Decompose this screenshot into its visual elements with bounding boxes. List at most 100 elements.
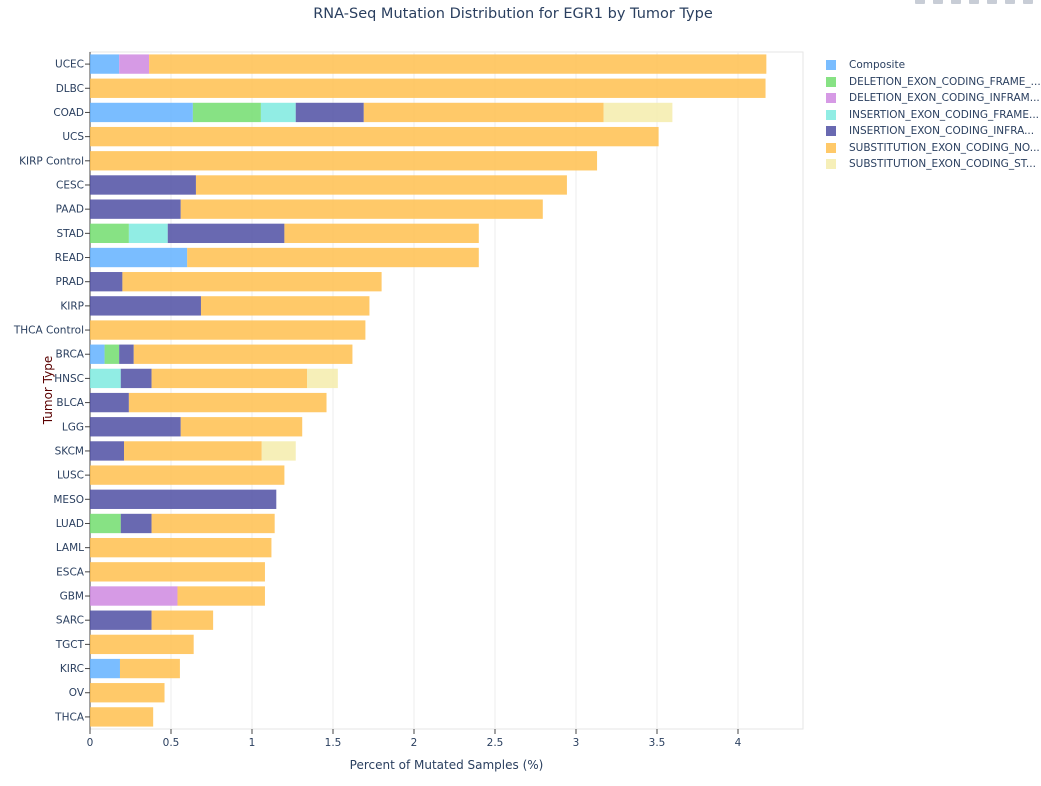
pan-icon[interactable] [933,0,943,4]
bar-read [187,247,479,268]
bar-brca [119,344,134,364]
modebar[interactable] [915,0,1033,4]
bar-hnsc [151,368,308,389]
y-tick-label: SARC [56,615,84,627]
legend-item[interactable]: SUBSTITUTION_EXON_CODING_ST... [826,156,1041,173]
x-tick-label: 2 [411,737,418,749]
bar-coad [363,102,604,123]
y-tick-label: CESC [56,179,84,191]
y-tick-label: ESCA [56,566,85,578]
bar-ucec [90,54,120,74]
bar-thca [90,707,154,727]
y-tick-label: TGCT [55,639,85,651]
legend-label: SUBSTITUTION_EXON_CODING_ST... [849,158,1036,171]
bar-lgg [180,417,303,437]
y-tick-label: KIRP Control [19,155,84,167]
x-tick-label: 3 [573,737,580,749]
legend-swatch [826,159,836,170]
legend-item[interactable]: SUBSTITUTION_EXON_CODING_NO... [826,140,1041,157]
bar-kirp-control [90,151,598,171]
legend-item[interactable]: INSERTION_EXON_CODING_INFRA... [826,123,1041,140]
bar-sarc [151,610,214,630]
legend-item[interactable]: Composite [826,57,1041,74]
bar-gbm [177,586,265,606]
legend-swatch [826,142,836,153]
bar-ov [90,683,165,703]
legend[interactable]: Composite DELETION_EXON_CODING_FRAME_... D… [826,57,1041,173]
bar-skcm [261,441,296,461]
x-tick-label: 4 [735,737,742,749]
bar-gbm [90,586,178,606]
legend-swatch [826,109,836,120]
chart-title: RNA-Seq Mutation Distribution for EGR1 b… [313,6,713,22]
bar-hnsc [307,368,338,389]
bar-skcm [124,441,262,461]
x-tick-label: 1 [249,737,256,749]
x-tick-label: 0 [87,737,94,749]
bar-blca [90,392,129,413]
bar-ucec [149,54,767,74]
legend-item[interactable]: DELETION_EXON_CODING_INFRAM... [826,90,1041,107]
bar-hnsc [90,368,121,389]
download-icon[interactable] [951,0,961,4]
reset-axes-icon[interactable] [1023,0,1033,4]
y-tick-label: THCA Control [13,325,84,337]
zoom-in-icon[interactable] [969,0,979,4]
bar-dlbc [90,78,766,98]
y-tick-label: PAAD [56,204,84,216]
y-tick-label: MESO [53,494,84,506]
bar-laml [90,537,272,558]
bar-prad [90,272,123,292]
legend-swatch [826,60,836,71]
y-tick-label: UCS [62,131,84,143]
bar-skcm [90,441,125,461]
bar-prad [122,272,382,292]
bar-brca [90,344,105,364]
y-tick-label: DLBC [56,83,84,95]
bar-blca [128,392,327,413]
zoom-out-icon[interactable] [987,0,997,4]
bar-brca [104,344,120,364]
y-tick-label: KIRC [60,663,84,675]
bar-cesc [90,175,196,195]
zoom-icon[interactable] [915,0,925,4]
y-tick-label: READ [55,252,84,264]
legend-label: INSERTION_EXON_CODING_INFRA... [849,125,1035,138]
legend-label: DELETION_EXON_CODING_INFRAM... [849,92,1040,105]
bar-coad [192,102,261,123]
bar-meso [90,489,277,509]
bar-coad [603,102,673,123]
y-tick-label: PRAD [56,276,84,288]
legend-swatch [826,126,836,137]
legend-label: Composite [849,59,906,72]
bar-kirp [200,296,370,316]
y-tick-label: LUSC [57,470,84,482]
bar-brca [133,344,353,364]
bar-paad [180,199,543,219]
autoscale-icon[interactable] [1005,0,1015,4]
x-tick-label: 2.5 [487,737,504,749]
bar-stad [167,223,285,244]
legend-item[interactable]: DELETION_EXON_CODING_FRAME_... [826,74,1041,91]
bar-cesc [195,175,567,195]
legend-label: SUBSTITUTION_EXON_CODING_NO... [849,141,1040,154]
y-tick-label: LUAD [56,518,84,530]
y-tick-label: KIRP [60,300,84,312]
y-tick-label: HNSC [54,373,84,385]
y-tick-label: BRCA [56,349,85,361]
y-tick-label: LAML [56,542,84,554]
bar-sarc [90,610,152,630]
bar-esca [90,562,265,582]
bar-coad [90,102,193,123]
y-tick-label: BLCA [56,397,84,409]
y-tick-label: STAD [56,228,84,240]
bar-ucec [119,54,150,74]
legend-item[interactable]: INSERTION_EXON_CODING_FRAME... [826,107,1041,124]
bar-coad [260,102,296,123]
bar-coad [295,102,364,123]
y-tick-label: LGG [62,421,84,433]
legend-swatch [826,76,836,87]
x-tick-label: 0.5 [163,737,180,749]
